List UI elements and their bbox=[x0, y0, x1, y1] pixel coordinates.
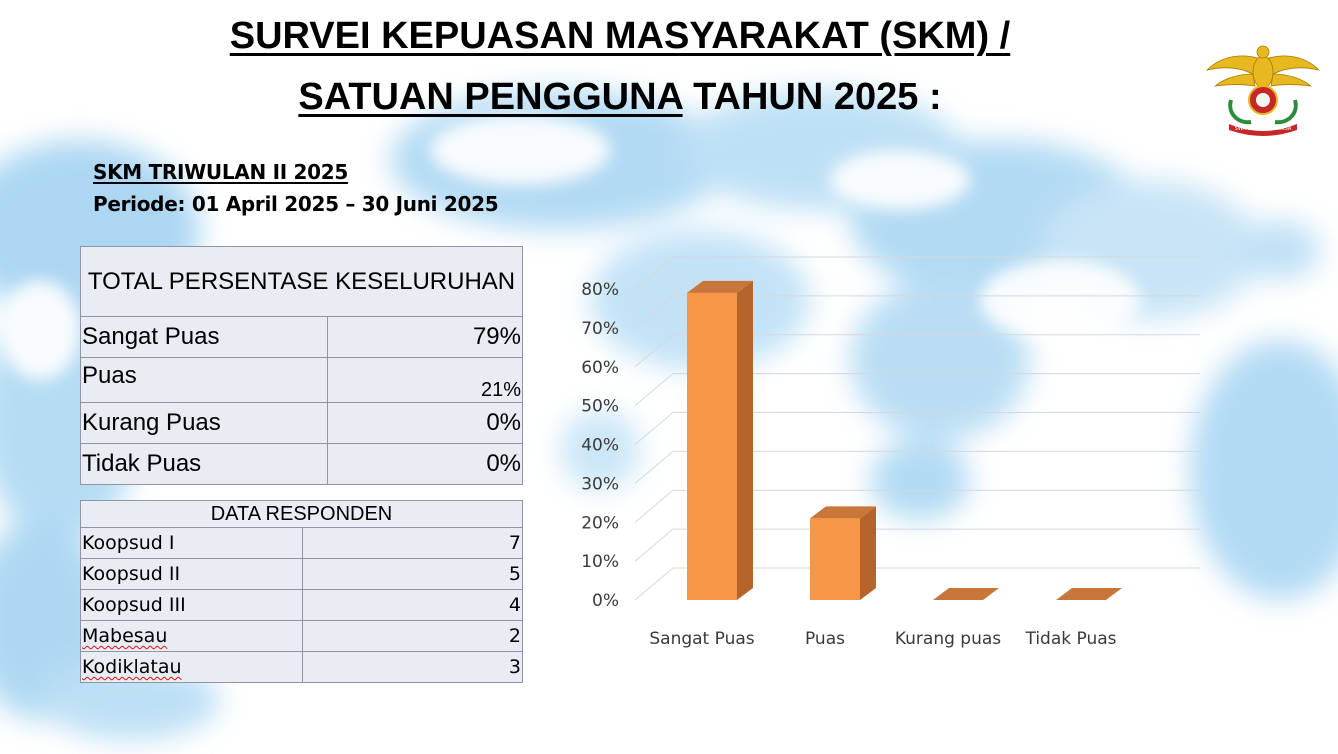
y-tick-label: 50% bbox=[581, 397, 619, 417]
grid-line bbox=[634, 373, 1200, 407]
table-row: Sangat Puas 79% bbox=[80, 316, 523, 358]
x-category-label: Tidak Puas bbox=[1024, 629, 1116, 649]
y-tick-label: 60% bbox=[581, 358, 619, 378]
page-title-line-2: SATUAN PENGGUNA TAHUN 2025 : bbox=[0, 75, 1240, 119]
y-tick-label: 10% bbox=[581, 552, 619, 572]
row-label: Koopsud I bbox=[80, 527, 303, 559]
row-label: Mabesau bbox=[80, 620, 303, 652]
grid-line bbox=[634, 528, 1200, 562]
row-value: 4 bbox=[302, 589, 523, 621]
page-title-underlined: SATUAN PENGGUNA bbox=[298, 76, 683, 118]
bar-side bbox=[737, 280, 753, 600]
page-title-text: SURVEI KEPUASAN MASYARAKAT (SKM) / bbox=[229, 15, 1011, 57]
row-value: 5 bbox=[302, 558, 523, 590]
grid-line bbox=[634, 412, 1200, 445]
table-row: Mabesau 2 bbox=[80, 620, 523, 652]
row-value: 0% bbox=[327, 443, 523, 485]
air-force-emblem-icon: SWA BHUWANA PAKSA bbox=[1205, 45, 1321, 136]
row-label: Tidak Puas bbox=[80, 443, 328, 485]
grid-line bbox=[634, 450, 1200, 484]
page-title-rest: TAHUN 2025 : bbox=[682, 76, 942, 118]
y-tick-label: 0% bbox=[592, 591, 619, 611]
x-category-label: Kurang puas bbox=[895, 629, 1001, 649]
row-value: 7 bbox=[302, 527, 523, 559]
bar bbox=[687, 292, 737, 600]
page-title-line-1: SURVEI KEPUASAN MASYARAKAT (SKM) / bbox=[0, 14, 1240, 58]
row-label: Puas bbox=[80, 357, 328, 403]
row-label: Koopsud II bbox=[80, 558, 303, 590]
row-label: Sangat Puas bbox=[80, 316, 328, 358]
bar-side bbox=[860, 506, 876, 600]
row-label-text: Kodiklatau bbox=[82, 656, 182, 678]
logo-motto: SWA BHUWANA PAKSA bbox=[1235, 126, 1292, 132]
row-label: Kurang Puas bbox=[80, 402, 328, 444]
bar-top bbox=[687, 280, 753, 293]
row-value: 21% bbox=[327, 357, 523, 403]
grid-line bbox=[634, 295, 1200, 329]
bar-top bbox=[933, 588, 999, 600]
row-value: 2 bbox=[302, 620, 523, 652]
bar-top bbox=[1056, 588, 1122, 600]
table-row: Koopsud I 7 bbox=[80, 527, 523, 559]
x-category-label: Puas bbox=[805, 629, 845, 649]
quarter-label: SKM TRIWULAN II 2025 bbox=[93, 160, 348, 184]
x-category-label: Sangat Puas bbox=[649, 629, 754, 649]
table-row: Koopsud II 5 bbox=[80, 558, 523, 590]
y-tick-label: 40% bbox=[581, 436, 619, 456]
table-header-row: DATA RESPONDEN bbox=[80, 500, 523, 528]
y-tick-label: 30% bbox=[581, 474, 619, 494]
period-label: Periode: 01 April 2025 – 30 Juni 2025 bbox=[93, 192, 499, 216]
y-tick-label: 70% bbox=[581, 319, 619, 339]
row-label: Koopsud III bbox=[80, 589, 303, 621]
bar bbox=[810, 518, 860, 600]
row-value: 79% bbox=[327, 316, 523, 358]
table-row: Tidak Puas 0% bbox=[80, 443, 523, 485]
respondent-table-header: DATA RESPONDEN bbox=[80, 500, 523, 528]
row-value: 3 bbox=[302, 651, 523, 683]
row-value: 0% bbox=[327, 402, 523, 444]
grid-line bbox=[634, 489, 1200, 523]
table-row: Kodiklatau 3 bbox=[80, 651, 523, 683]
total-table-header: TOTAL PERSENTASE KESELURUHAN bbox=[80, 246, 523, 317]
table-header-row: TOTAL PERSENTASE KESELURUHAN bbox=[80, 246, 523, 317]
y-tick-label: 80% bbox=[581, 280, 619, 300]
row-label: Kodiklatau bbox=[80, 651, 303, 683]
grid-line bbox=[634, 334, 1200, 368]
bar-top bbox=[810, 506, 876, 519]
table-row: Puas 21% bbox=[80, 357, 523, 403]
total-percentage-table: TOTAL PERSENTASE KESELURUHAN Sangat Puas… bbox=[80, 246, 523, 485]
y-tick-label: 20% bbox=[581, 513, 619, 533]
row-label-text: Mabesau bbox=[82, 625, 168, 647]
grid-line bbox=[634, 256, 1200, 290]
grid-line bbox=[634, 567, 1200, 601]
table-row: Koopsud III 4 bbox=[80, 589, 523, 621]
table-row: Kurang Puas 0% bbox=[80, 402, 523, 444]
respondent-data-table: DATA RESPONDEN Koopsud I 7 Koopsud II 5 … bbox=[80, 500, 523, 683]
satisfaction-bar-chart: 0% 10% 20% 30% 40% 50% 60% 70% 80% Sangat Puas Pua… bbox=[581, 256, 1200, 649]
